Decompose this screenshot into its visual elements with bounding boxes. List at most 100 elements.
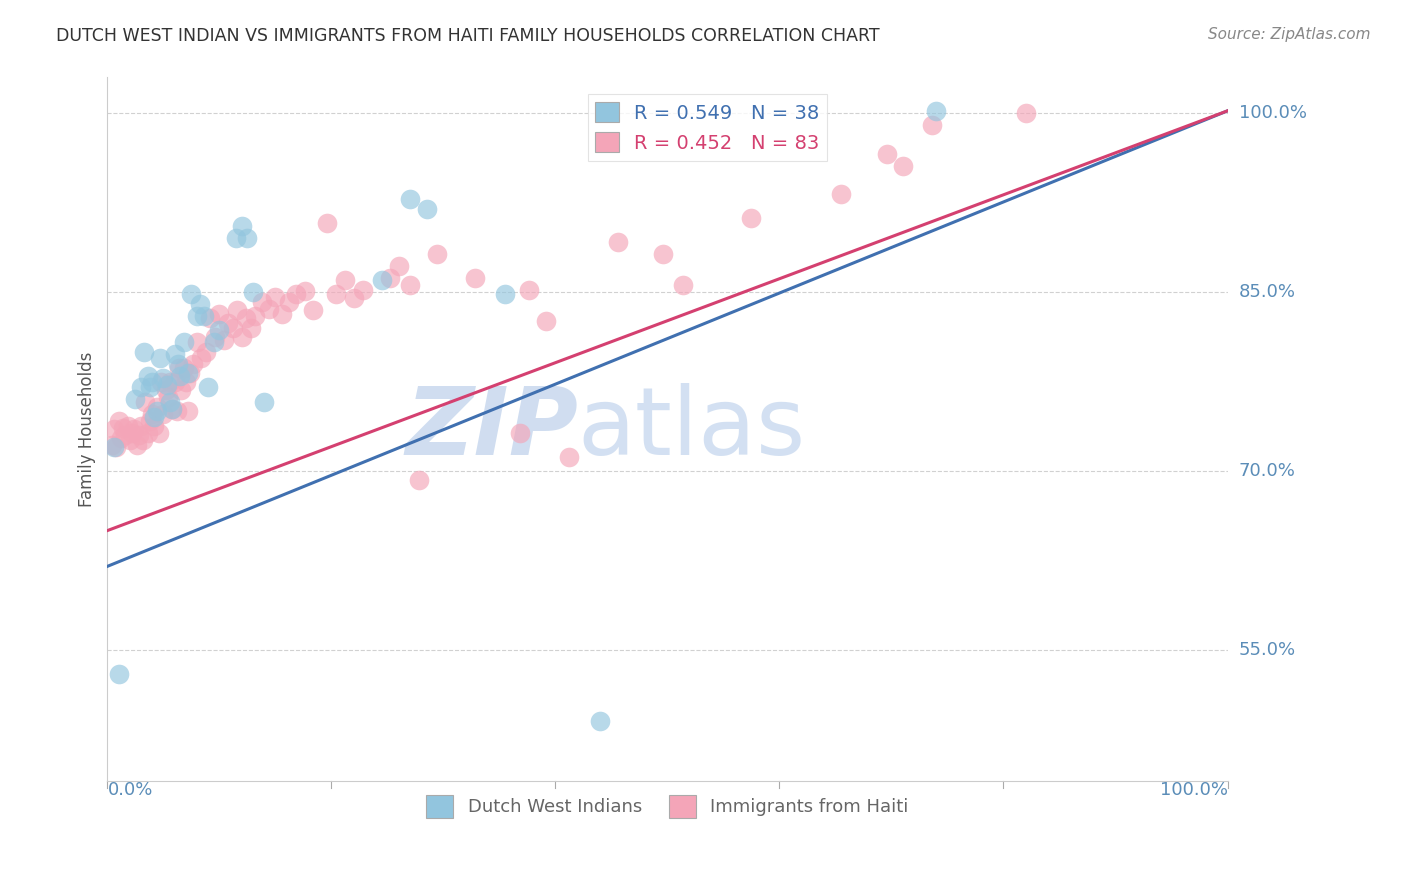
Point xyxy=(740,211,762,226)
Point xyxy=(536,314,558,328)
Point xyxy=(231,219,253,234)
Point xyxy=(193,309,215,323)
Point xyxy=(558,450,581,464)
Point xyxy=(1015,106,1038,120)
Point xyxy=(264,290,287,304)
Point xyxy=(141,375,163,389)
Point xyxy=(167,361,190,376)
Point xyxy=(128,428,150,442)
Point xyxy=(125,438,148,452)
Point xyxy=(103,440,125,454)
Point xyxy=(378,270,401,285)
Point xyxy=(225,231,247,245)
Point xyxy=(152,371,174,385)
Point xyxy=(174,375,197,389)
Point xyxy=(208,323,231,337)
Point xyxy=(167,357,190,371)
Point xyxy=(121,425,143,440)
Point xyxy=(173,361,195,376)
Point xyxy=(163,347,186,361)
Point xyxy=(152,407,174,421)
Point xyxy=(217,316,239,330)
Point xyxy=(607,235,630,249)
Point xyxy=(208,307,231,321)
Point xyxy=(156,390,179,404)
Point xyxy=(112,421,135,435)
Point xyxy=(129,418,152,433)
Point xyxy=(177,404,200,418)
Point xyxy=(180,287,202,301)
Point xyxy=(117,418,139,433)
Point xyxy=(652,247,675,261)
Point xyxy=(101,438,124,452)
Point xyxy=(352,283,374,297)
Point xyxy=(236,231,259,245)
Point xyxy=(200,311,222,326)
Point xyxy=(371,273,394,287)
Point xyxy=(162,401,184,416)
Point xyxy=(136,425,159,440)
Point xyxy=(589,714,612,729)
Point xyxy=(156,378,179,392)
Text: 55.0%: 55.0% xyxy=(1239,640,1296,659)
Point xyxy=(672,277,695,292)
Point xyxy=(494,287,516,301)
Point xyxy=(398,277,420,292)
Point xyxy=(186,309,208,323)
Point xyxy=(148,425,170,440)
Point xyxy=(284,287,307,301)
Text: 85.0%: 85.0% xyxy=(1239,283,1296,301)
Point xyxy=(190,351,212,365)
Point xyxy=(105,440,128,454)
Point xyxy=(139,414,162,428)
Point xyxy=(159,375,181,389)
Point xyxy=(163,375,186,389)
Point xyxy=(253,394,276,409)
Point xyxy=(257,301,280,316)
Point xyxy=(231,330,253,344)
Text: ZIP: ZIP xyxy=(405,384,578,475)
Point xyxy=(132,433,155,447)
Point xyxy=(517,283,540,297)
Point xyxy=(114,428,136,442)
Point xyxy=(239,321,262,335)
Point xyxy=(242,285,264,299)
Text: 100.0%: 100.0% xyxy=(1239,104,1306,122)
Point xyxy=(891,159,914,173)
Point xyxy=(150,375,173,389)
Point xyxy=(830,187,852,202)
Point xyxy=(143,418,166,433)
Y-axis label: Family Households: Family Households xyxy=(79,351,96,507)
Point xyxy=(179,366,201,380)
Point xyxy=(118,433,141,447)
Point xyxy=(124,392,146,407)
Text: 100.0%: 100.0% xyxy=(1160,781,1227,799)
Point xyxy=(226,303,249,318)
Point xyxy=(145,400,167,414)
Point xyxy=(415,202,437,216)
Point xyxy=(197,380,219,394)
Point xyxy=(509,425,531,440)
Point xyxy=(177,366,200,380)
Text: 70.0%: 70.0% xyxy=(1239,462,1295,480)
Point xyxy=(159,394,181,409)
Point xyxy=(188,297,211,311)
Point xyxy=(103,422,125,436)
Point xyxy=(110,431,132,445)
Point xyxy=(212,333,235,347)
Point xyxy=(134,344,156,359)
Point xyxy=(235,311,257,326)
Point xyxy=(222,321,245,335)
Point xyxy=(181,357,204,371)
Point xyxy=(250,294,273,309)
Point xyxy=(925,103,948,118)
Point xyxy=(149,351,172,365)
Point xyxy=(408,474,430,488)
Point xyxy=(388,259,411,273)
Point xyxy=(139,380,162,394)
Point xyxy=(155,383,177,397)
Point xyxy=(202,335,225,350)
Point xyxy=(294,284,316,298)
Point xyxy=(129,380,152,394)
Point xyxy=(302,303,325,318)
